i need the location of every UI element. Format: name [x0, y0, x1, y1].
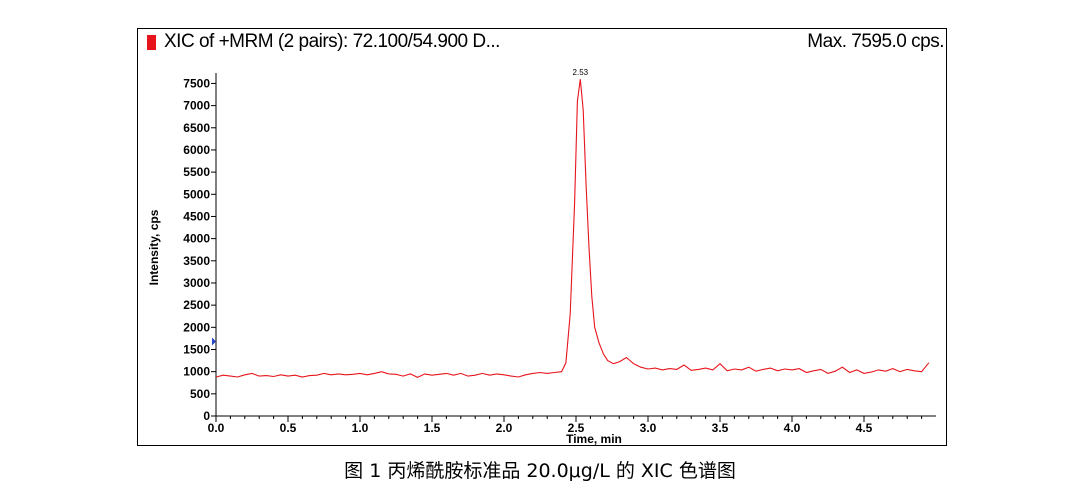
x-tick-label: 1.0: [352, 421, 369, 435]
peak-apex-label: 2.53: [573, 68, 589, 77]
x-tick-label: 3.5: [712, 421, 729, 435]
y-tick-label: 5000: [183, 187, 210, 201]
y-tick-label: 5500: [183, 165, 210, 179]
y-tick-label: 500: [190, 387, 210, 401]
x-tick-label: 0.0: [208, 421, 225, 435]
figure-caption: 图 1 丙烯酰胺标准品 20.0μg/L 的 XIC 色谱图: [344, 460, 736, 482]
x-tick-label: 4.0: [784, 421, 801, 435]
x-axis-title: Time, min: [566, 432, 622, 445]
threshold-marker-icon: [212, 337, 216, 346]
x-tick-label: 2.5: [568, 421, 585, 435]
y-tick-label: 4500: [183, 209, 210, 223]
x-tick-label: 3.0: [640, 421, 657, 435]
y-axis-title: Intensity, cps: [147, 209, 161, 285]
x-tick-label: 2.0: [496, 421, 513, 435]
max-intensity-label: Max. 7595.0 cps.: [807, 31, 944, 52]
y-tick-label: 6500: [183, 121, 210, 135]
y-tick-label: 1000: [183, 365, 210, 379]
chromatogram-trace-line: [215, 79, 930, 379]
y-tick-label: 3000: [183, 276, 210, 290]
y-tick-label: 6000: [183, 143, 210, 157]
chromatogram-plot: 0 500 1000 1500 2000 2500 3000 3500 4000 4500 5000…: [147, 68, 936, 445]
chromatogram-frame: XIC of +MRM (2 pairs): 72.100/54.900 D..…: [137, 28, 947, 446]
y-tick-label: 3500: [183, 254, 210, 268]
x-tick-label: 0.5: [280, 421, 297, 435]
trace-title: XIC of +MRM (2 pairs): 72.100/54.900 D..…: [164, 31, 500, 52]
x-tick-label: 1.5: [424, 421, 441, 435]
y-tick-label: 4000: [183, 232, 210, 246]
y-tick-label: 7500: [183, 76, 210, 90]
y-tick-label: 1500: [183, 342, 210, 356]
y-tick-label: 0: [203, 409, 210, 423]
trace-color-marker: [147, 35, 156, 50]
y-tick-label: 2500: [183, 298, 210, 312]
x-tick-label: 4.5: [856, 421, 873, 435]
y-tick-label: 7000: [183, 99, 210, 113]
y-tick-label: 2000: [183, 320, 210, 334]
